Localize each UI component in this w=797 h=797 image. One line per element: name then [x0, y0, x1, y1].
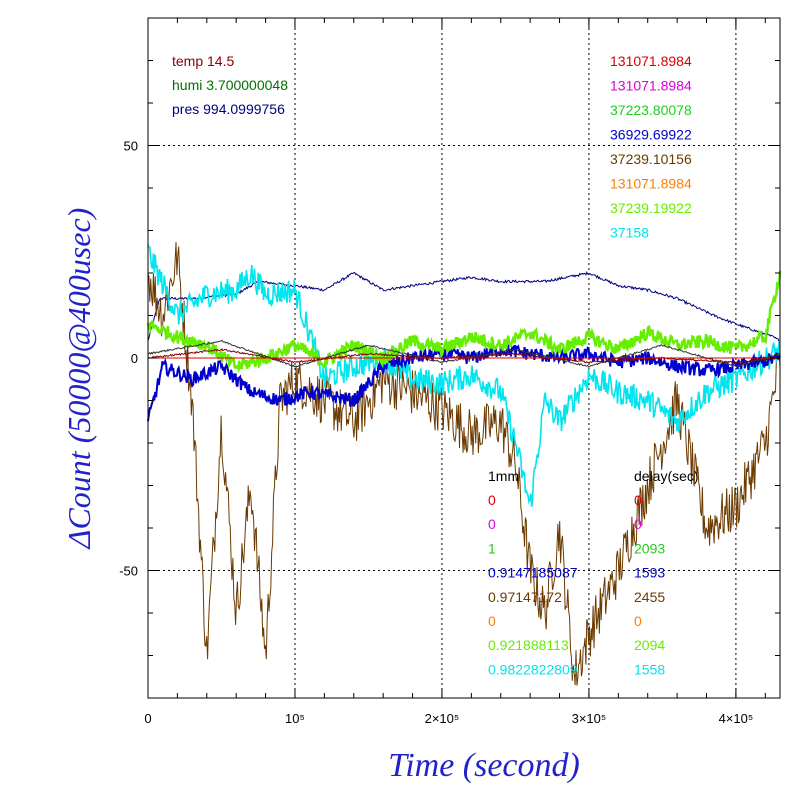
- table-delay-value: 0: [634, 516, 642, 532]
- series-value-label: 37239.19922: [610, 200, 692, 216]
- env-label: pres 994.0999756: [172, 101, 285, 117]
- series-line: [147, 242, 781, 686]
- table-factor-value: 0.97147172: [488, 589, 562, 605]
- table-delay-value: 2094: [634, 637, 665, 653]
- table-factor-value: 0: [488, 516, 496, 532]
- series-value-label: 131071.8984: [610, 78, 692, 94]
- series-line: [147, 244, 781, 507]
- table-header-delay: delay(sec): [634, 468, 699, 484]
- table-delay-value: 1558: [634, 661, 665, 677]
- table-delay-value: 2093: [634, 540, 665, 556]
- series-value-label: 37239.10156: [610, 151, 692, 167]
- ticks: 0 10⁵ 2×10⁵ 3×10⁵ 4×10⁵ -50 0 50: [119, 17, 780, 726]
- series-line: [147, 271, 781, 343]
- series-line: [147, 344, 781, 422]
- series-line: [146, 270, 782, 374]
- table-factor-value: 0: [488, 492, 496, 508]
- table-header-factor: 1mm: [488, 468, 519, 484]
- env-label: humi 3.700000048: [172, 77, 288, 93]
- y-tick-label: 0: [131, 351, 138, 366]
- table-delay-value: 0: [634, 492, 642, 508]
- table-factor-value: 0.921888113: [488, 637, 569, 653]
- table-factor-value: 1: [488, 540, 496, 556]
- x-tick-label: 3×10⁵: [572, 711, 607, 726]
- table-factor-value: 0.9822822809: [488, 661, 578, 677]
- table-delay-value: 1593: [634, 565, 665, 581]
- y-axis-title: ΔCount (50000@400usec): [61, 208, 97, 551]
- table-delay-value: 0: [634, 613, 642, 629]
- titles: Time (second) ΔCount (50000@400usec): [61, 208, 580, 784]
- x-axis-title: Time (second): [388, 747, 580, 784]
- y-tick-label: -50: [119, 564, 138, 579]
- env-label: temp 14.5: [172, 53, 234, 69]
- annotations: temp 14.5 humi 3.700000048 pres 994.099975…: [172, 53, 699, 677]
- series-value-label: 131071.8984: [610, 53, 692, 69]
- table-delay-value: 2455: [634, 589, 665, 605]
- x-tick-label: 10⁵: [285, 711, 305, 726]
- series-value-label: 37223.80078: [610, 102, 692, 118]
- table-factor-value: 0: [488, 613, 496, 629]
- series-value-label: 131071.8984: [610, 176, 692, 192]
- x-tick-label: 0: [144, 711, 151, 726]
- table-factor-value: 0.9147185087: [488, 565, 578, 581]
- series-value-label: 36929.69922: [610, 127, 692, 143]
- series-value-label: 37158: [610, 225, 649, 241]
- y-tick-label: 50: [124, 139, 138, 154]
- x-tick-label: 2×10⁵: [425, 711, 460, 726]
- plot-lines: [146, 242, 782, 686]
- x-tick-label: 4×10⁵: [719, 711, 754, 726]
